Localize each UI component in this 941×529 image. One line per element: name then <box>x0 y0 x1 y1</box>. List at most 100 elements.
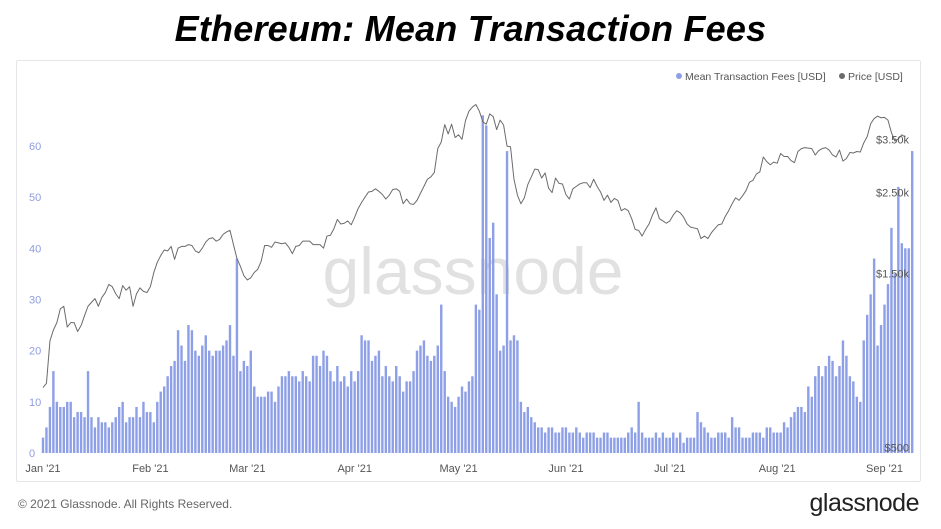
fee-bar <box>211 355 214 453</box>
fee-bar <box>498 350 502 453</box>
x-tick-label: Sep '21 <box>866 463 903 475</box>
fee-bar <box>370 360 374 453</box>
fee-bar <box>201 345 204 453</box>
fee-bar <box>478 309 481 453</box>
fee-bar <box>128 417 131 453</box>
fee-bar <box>519 401 523 453</box>
fee-bar <box>557 432 561 453</box>
fee-bar <box>817 366 820 453</box>
fee-bar <box>644 437 647 453</box>
fee-bar <box>807 386 810 453</box>
fee-bar <box>582 437 585 453</box>
right-y-tick-label: $2.50k <box>876 188 910 200</box>
x-tick-label: Mar '21 <box>229 463 265 475</box>
fee-bar <box>599 437 602 453</box>
fee-bar <box>440 304 443 453</box>
fee-bar <box>117 406 121 453</box>
fee-bar <box>658 437 661 453</box>
fee-bar <box>561 427 564 453</box>
fee-bar <box>571 432 575 453</box>
fee-bar <box>820 376 824 453</box>
fee-bar <box>381 376 384 453</box>
fee-bar <box>911 151 914 453</box>
fee-bar <box>647 437 651 453</box>
x-tick-label: Feb '21 <box>132 463 168 475</box>
fee-bar <box>793 412 796 453</box>
fee-bar <box>540 427 543 453</box>
fee-bar <box>343 376 346 453</box>
fee-bar <box>412 371 415 453</box>
x-axis: Jan '21 Feb '21 Mar '21 Apr '21 May '21 Jun '… <box>25 463 903 475</box>
fee-bar <box>755 432 758 453</box>
fee-bar <box>287 371 291 453</box>
fee-bar <box>838 366 841 453</box>
fee-bar <box>55 401 59 453</box>
fee-bar <box>568 432 571 453</box>
fee-bar <box>450 401 453 453</box>
fee-bar <box>48 406 52 453</box>
fee-bar <box>606 432 609 453</box>
fee-bar <box>724 432 727 453</box>
fee-bar <box>616 437 620 453</box>
fee-bar <box>460 386 464 453</box>
fee-bar <box>218 350 221 453</box>
fee-bar <box>377 350 381 453</box>
fee-bar <box>72 417 76 453</box>
fee-bar <box>883 304 886 453</box>
fee-bar <box>613 437 616 453</box>
fee-bar <box>897 186 900 453</box>
fee-bar <box>862 340 865 453</box>
fee-bar <box>405 381 408 453</box>
fee-bar <box>890 227 893 453</box>
fee-bar <box>315 355 318 453</box>
fee-bar <box>505 151 509 453</box>
fee-bar <box>298 381 301 453</box>
fee-bar <box>311 355 315 453</box>
fee-bar <box>346 386 349 453</box>
fee-bar <box>665 437 668 453</box>
fee-bar <box>204 335 207 453</box>
fee-bar <box>744 437 748 453</box>
x-tick-label: Jan '21 <box>25 463 60 475</box>
fee-bar <box>730 417 734 453</box>
fee-bar <box>654 432 658 453</box>
fee-bar <box>422 340 426 453</box>
fee-bar <box>845 355 848 453</box>
fee-bar <box>363 340 367 453</box>
fee-bar <box>79 412 83 453</box>
fee-bar <box>841 340 845 453</box>
fee-bar <box>249 350 252 453</box>
fee-bar <box>523 412 526 453</box>
fee-bar <box>782 422 786 453</box>
fee-bar <box>187 325 190 453</box>
fee-bar <box>408 381 412 453</box>
fee-bar <box>329 371 332 453</box>
fee-bar <box>796 406 800 453</box>
fee-bar <box>332 381 336 453</box>
fee-bar <box>727 437 730 453</box>
fee-bar <box>443 371 446 453</box>
fee-bar <box>131 417 135 453</box>
fee-bar <box>395 366 398 453</box>
fee-bar <box>786 427 789 453</box>
left-y-tick-label: 40 <box>29 243 41 255</box>
fee-bar <box>301 371 304 453</box>
fee-bar <box>803 412 807 453</box>
fee-bar <box>900 243 904 453</box>
fee-bar <box>291 376 294 453</box>
fee-bar <box>90 417 93 453</box>
fee-bar <box>197 355 201 453</box>
right-y-tick-label: $500 <box>885 443 909 455</box>
fee-bar <box>284 376 287 453</box>
fee-bar <box>235 258 239 453</box>
left-y-tick-label: 10 <box>29 397 41 409</box>
fee-bar <box>668 437 671 453</box>
fee-bar <box>253 386 256 453</box>
fee-bar <box>800 406 803 453</box>
fee-bar <box>388 376 391 453</box>
fee-bar <box>391 381 394 453</box>
fee-bar <box>266 391 270 453</box>
left-y-tick-label: 0 <box>29 448 35 460</box>
fee-bar <box>834 376 838 453</box>
fee-bar <box>471 376 474 453</box>
